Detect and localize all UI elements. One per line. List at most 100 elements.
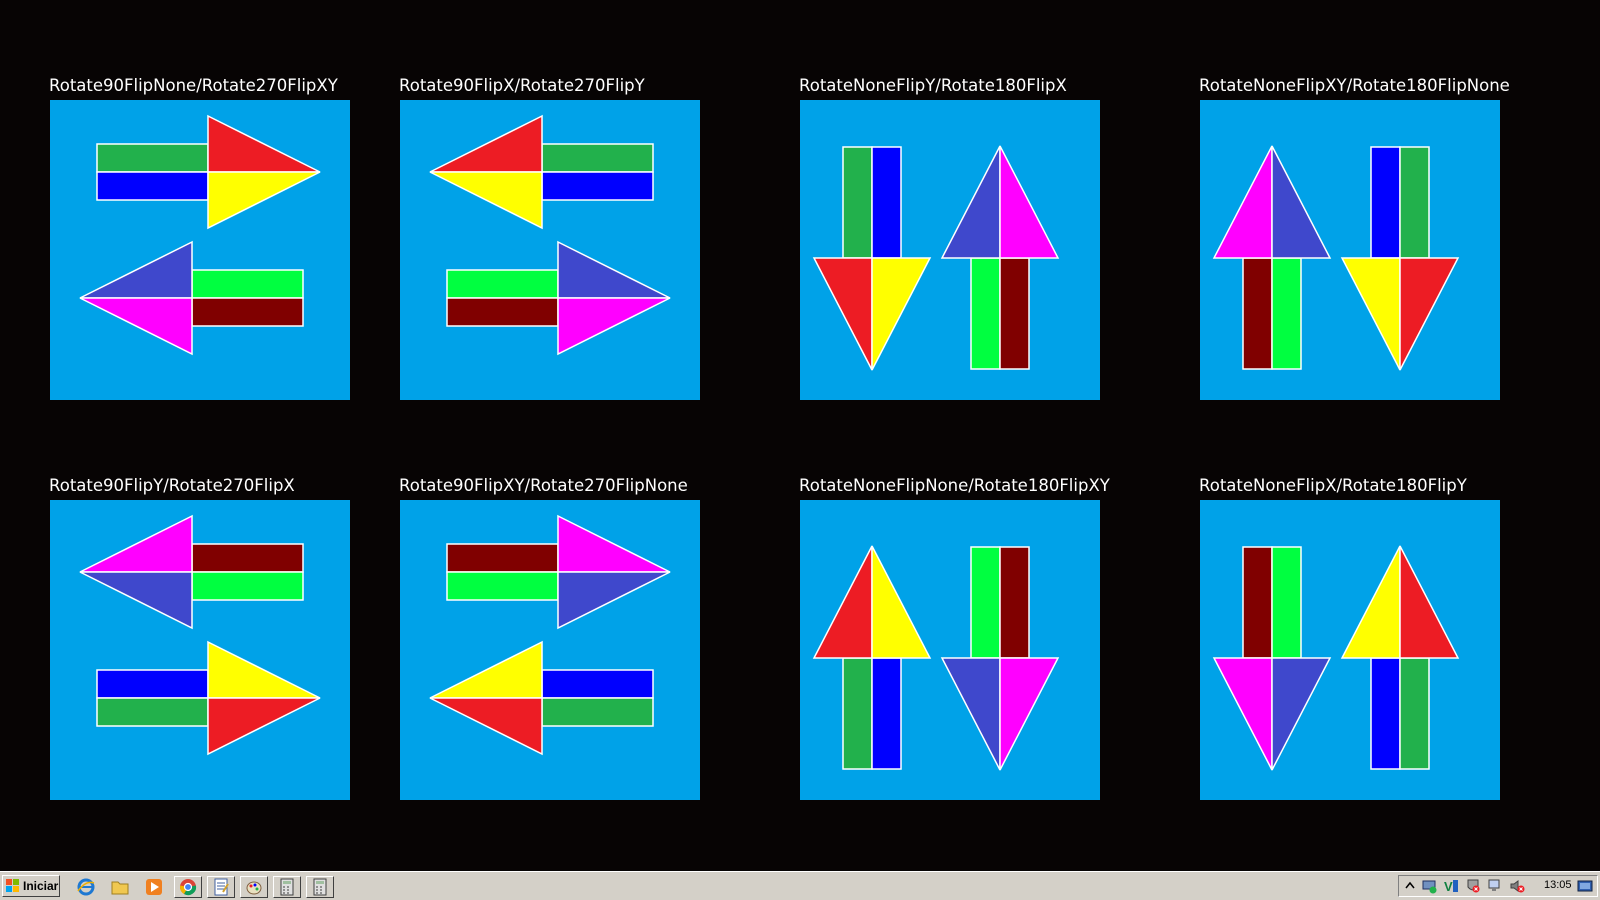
arrow-shaft-part (970, 257, 1001, 370)
arrow-panel-2 (400, 100, 700, 400)
v-icon[interactable]: V (1443, 878, 1459, 894)
arrow-shaft-part (1399, 146, 1430, 259)
arrow-shaft-part (1370, 146, 1401, 259)
arrow-head-part (871, 257, 932, 371)
arrow-down-icon (1212, 546, 1332, 771)
arrow-head-part (999, 657, 1060, 771)
arrow-head-part (207, 114, 321, 173)
arrow-shaft-part (871, 146, 902, 259)
arrow-head-part (940, 145, 1001, 259)
volume-muted-icon[interactable] (1509, 878, 1525, 894)
arrow-head-part (940, 657, 1001, 771)
arrow-down-icon (940, 546, 1060, 771)
arrow-left-icon (79, 240, 304, 356)
arrow-head-part (557, 571, 671, 630)
folder-icon[interactable] (106, 876, 134, 898)
arrow-shaft-part (541, 669, 654, 699)
arrow-head-part (207, 697, 321, 756)
arrow-left-icon (429, 114, 654, 230)
arrow-head-part (79, 240, 193, 299)
arrow-up-icon (940, 145, 1060, 370)
arrow-shaft-part (1370, 657, 1401, 770)
arrow-head-part (207, 171, 321, 230)
panel-title-1: Rotate90FlipNone/Rotate270FlipXY (49, 76, 338, 95)
panel-title-7: RotateNoneFlipNone/Rotate180FlipXY (799, 476, 1110, 495)
arrow-head-part (557, 297, 671, 356)
arrow-shaft-part (96, 171, 209, 201)
arrow-left-icon (429, 640, 654, 756)
chevron-up-icon[interactable] (1402, 878, 1418, 894)
show-desktop-icon[interactable] (1577, 878, 1593, 894)
arrow-head-part (1212, 145, 1273, 259)
arrow-canvas (1212, 145, 1460, 371)
arrow-shaft-part (999, 546, 1030, 659)
arrow-head-part (79, 571, 193, 630)
arrow-panel-3 (800, 100, 1100, 400)
paint-icon[interactable] (240, 876, 268, 898)
arrow-head-part (557, 240, 671, 299)
arrow-canvas (79, 114, 321, 356)
arrow-head-part (79, 297, 193, 356)
arrow-shaft-part (842, 146, 873, 259)
arrow-right-icon (446, 240, 671, 356)
start-label: Iniciar (23, 879, 59, 893)
arrow-head-part (429, 697, 543, 756)
taskbar: Iniciar V 13:05 (0, 871, 1600, 900)
arrow-head-part (812, 545, 873, 659)
calculator-icon[interactable] (273, 876, 301, 898)
arrow-shaft-part (446, 297, 559, 327)
notepad-icon[interactable] (207, 876, 235, 898)
calculator-icon-2[interactable] (306, 876, 334, 898)
arrow-canvas (79, 514, 321, 756)
arrow-shaft-part (96, 697, 209, 727)
arrow-head-part (1399, 545, 1460, 659)
arrow-head-part (429, 114, 543, 173)
internet-explorer-icon[interactable] (72, 876, 100, 898)
arrow-shaft-part (970, 546, 1001, 659)
shield-icon[interactable] (1465, 878, 1481, 894)
arrow-head-part (871, 545, 932, 659)
arrow-shaft-part (446, 571, 559, 601)
arrow-shaft-part (541, 697, 654, 727)
system-tray: V 13:05 (1398, 875, 1598, 897)
arrow-panel-1 (50, 100, 350, 400)
arrow-down-icon (812, 146, 932, 371)
arrow-head-part (1340, 257, 1401, 371)
arrow-shaft-part (541, 143, 654, 173)
arrow-head-part (207, 640, 321, 699)
arrow-right-icon (96, 640, 321, 756)
arrow-head-part (1340, 545, 1401, 659)
arrow-head-part (429, 640, 543, 699)
media-player-icon[interactable] (140, 876, 168, 898)
arrow-shaft-part (96, 143, 209, 173)
monitor-icon[interactable] (1487, 878, 1503, 894)
arrow-shaft-part (842, 657, 873, 770)
arrow-canvas (429, 114, 671, 356)
arrow-head-part (1212, 657, 1273, 771)
arrow-head-part (999, 145, 1060, 259)
arrow-up-icon (1212, 145, 1332, 370)
arrow-shaft-part (541, 171, 654, 201)
svg-text:V: V (1444, 879, 1453, 894)
arrow-shaft-part (191, 269, 304, 299)
panel-title-2: Rotate90FlipX/Rotate270FlipY (399, 76, 645, 95)
arrow-panel-4 (1200, 100, 1500, 400)
arrow-canvas (812, 145, 1060, 371)
arrow-head-part (1399, 257, 1460, 371)
arrow-shaft-part (1399, 657, 1430, 770)
panel-title-8: RotateNoneFlipX/Rotate180FlipY (1199, 476, 1467, 495)
arrow-shaft-part (191, 571, 304, 601)
arrow-panel-5 (50, 500, 350, 800)
start-button[interactable]: Iniciar (2, 875, 60, 897)
arrow-shaft-part (1271, 257, 1302, 370)
arrow-up-icon (812, 545, 932, 770)
arrow-right-icon (446, 514, 671, 630)
arrow-down-icon (1340, 146, 1460, 371)
network-icon[interactable] (1421, 878, 1437, 894)
arrow-head-part (429, 171, 543, 230)
arrow-panel-7 (800, 500, 1100, 800)
arrow-panel-8 (1200, 500, 1500, 800)
taskbar-clock: 13:05 (1544, 879, 1572, 891)
arrow-shaft-part (96, 669, 209, 699)
chrome-icon[interactable] (174, 876, 202, 898)
